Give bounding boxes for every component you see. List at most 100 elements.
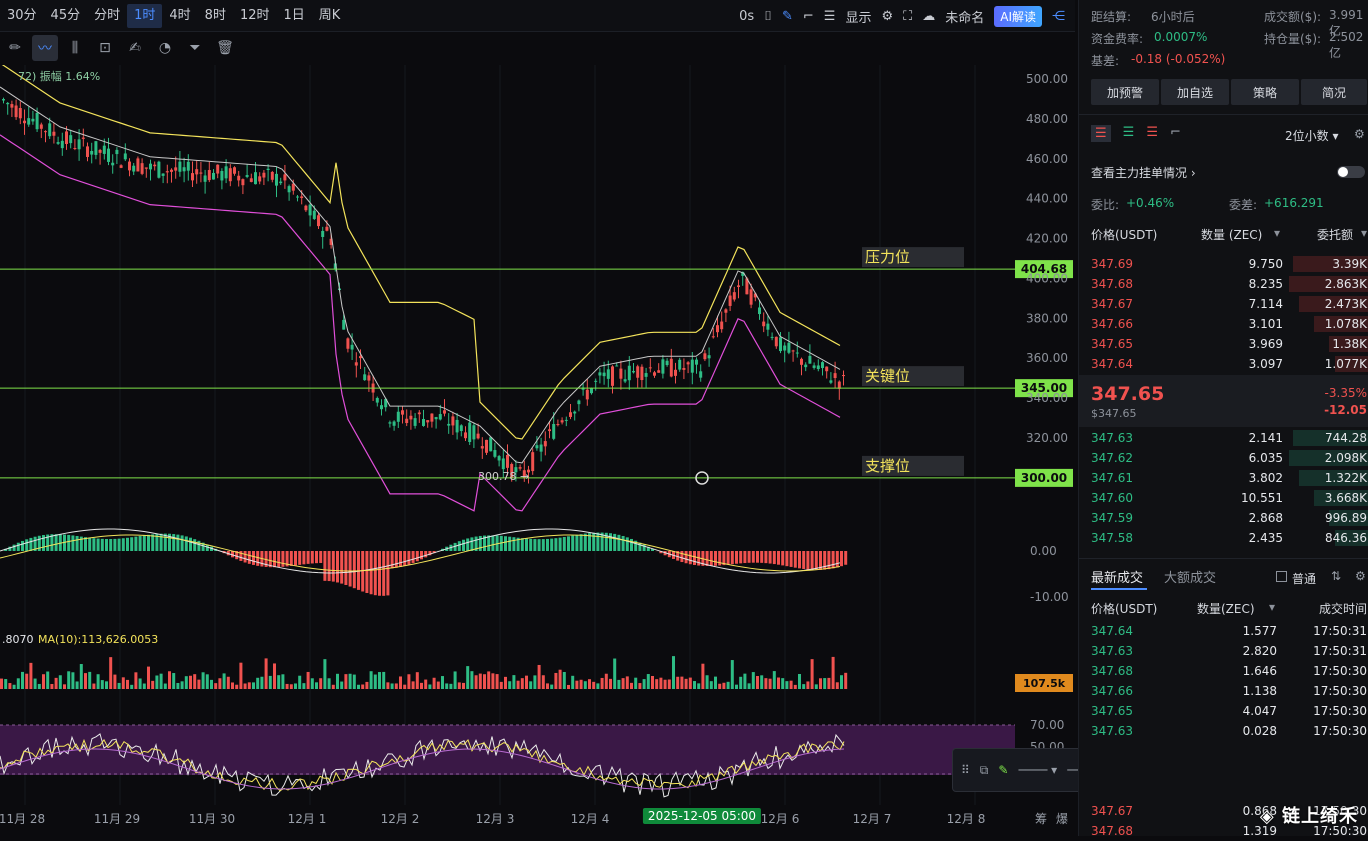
delete-icon[interactable]: 🗑 xyxy=(212,35,238,61)
timeframe-tab[interactable]: 周K xyxy=(312,4,348,28)
ai-interpret-button[interactable]: AI解读 xyxy=(994,6,1042,27)
macd-bar xyxy=(365,551,368,593)
trades-view-icon[interactable]: ⌐ xyxy=(1170,125,1181,142)
display-button[interactable]: 显示 xyxy=(845,7,871,26)
settings-icon[interactable]: ⚙ xyxy=(881,9,893,24)
timeframe-tab[interactable]: 分时 xyxy=(87,4,127,28)
pen-icon[interactable]: ✎ xyxy=(782,9,793,24)
volume-bar xyxy=(588,679,591,689)
watchlist-button[interactable]: 加自选 xyxy=(1161,79,1229,105)
volume-bar xyxy=(21,672,24,689)
strategy-button[interactable]: 策略 xyxy=(1231,79,1299,105)
trade-price: 347.67 xyxy=(1091,804,1133,818)
large-trades-tab[interactable]: 大额成交 xyxy=(1164,567,1216,586)
candle-body xyxy=(99,150,102,153)
timeframe-tab[interactable]: 45分 xyxy=(44,4,88,28)
normal-checkbox[interactable] xyxy=(1276,571,1287,582)
volume-bar xyxy=(239,663,242,689)
note-icon[interactable]: ✍ xyxy=(122,35,148,61)
candle-body xyxy=(288,186,291,192)
cloud-icon[interactable]: ☁ xyxy=(922,9,935,24)
volume-bar xyxy=(235,685,238,689)
fullscreen-icon[interactable]: ⛶ xyxy=(903,9,912,24)
menu-icon[interactable]: ☰ xyxy=(824,9,836,24)
volume-bar xyxy=(336,674,339,689)
alert-button[interactable]: 加预警 xyxy=(1091,79,1159,105)
asks-view-icon[interactable]: ☰ xyxy=(1146,125,1158,142)
timeframe-tab[interactable]: 30分 xyxy=(0,4,44,28)
timeframe-tab[interactable]: 12时 xyxy=(233,4,277,28)
camera-icon[interactable]: ⌷ xyxy=(764,9,772,24)
candle-body xyxy=(90,151,93,155)
latest-trades-tab[interactable]: 最新成交 xyxy=(1091,567,1143,586)
bids-view-icon[interactable]: ☰ xyxy=(1123,125,1135,142)
macd-bar xyxy=(554,538,557,551)
candle-style-icon[interactable]: ⫼ xyxy=(62,35,88,61)
volume-bar xyxy=(378,672,381,689)
volume-bar xyxy=(496,674,499,689)
brush-icon[interactable]: 〰 xyxy=(32,35,58,61)
candle-body xyxy=(624,379,627,381)
candle-body xyxy=(657,370,660,373)
candle-body xyxy=(703,353,706,359)
chip-label[interactable]: 筹 xyxy=(1035,810,1047,827)
candle-body xyxy=(729,296,732,306)
macd-bar xyxy=(328,551,331,581)
volume-bar xyxy=(756,676,759,689)
main-orders-toggle[interactable] xyxy=(1337,166,1365,178)
lock-icon[interactable]: ⊡ xyxy=(92,35,118,61)
ratio-value: +0.46% xyxy=(1126,196,1174,210)
timeframe-tab[interactable]: 8时 xyxy=(198,4,233,28)
overview-button[interactable]: 简况 xyxy=(1301,79,1367,105)
layout-name[interactable]: 未命名 xyxy=(945,7,984,26)
macd-bar xyxy=(302,551,305,564)
timeframe-tab[interactable]: 1日 xyxy=(277,4,312,28)
timeframe-tab[interactable]: 4时 xyxy=(162,4,197,28)
qty-sort-icon[interactable]: ▾ xyxy=(1274,226,1280,240)
share-icon[interactable]: ⋲ xyxy=(1052,9,1065,24)
crop-icon[interactable]: ⌐ xyxy=(803,9,814,24)
magnet-icon[interactable]: ◔ xyxy=(152,35,178,61)
filter-icon[interactable]: ⏷ xyxy=(182,35,208,61)
candle-body xyxy=(103,146,106,154)
trades-qty-sort-icon[interactable]: ▾ xyxy=(1269,600,1275,614)
amount-sort-icon[interactable]: ▾ xyxy=(1361,226,1367,240)
volume-bar xyxy=(613,659,616,689)
macd-bar xyxy=(806,551,809,569)
ruler-icon[interactable]: ✏ xyxy=(2,35,28,61)
volume-bar xyxy=(46,672,49,689)
color-pen-icon[interactable]: ✎ xyxy=(998,763,1008,777)
decimals-select[interactable]: 2位小数 ▾ xyxy=(1285,127,1338,144)
volume-bar xyxy=(714,677,717,689)
trade-qty: 0.028 xyxy=(1243,724,1277,738)
macd-bar xyxy=(613,534,616,551)
main-orders-link[interactable]: 查看主力挂单情况 › xyxy=(1091,164,1196,181)
macd-bar xyxy=(689,551,692,564)
macd-bar xyxy=(512,537,515,551)
timeframe-tab[interactable]: 1时 xyxy=(127,4,162,28)
filter-list-icon[interactable]: ⇅ xyxy=(1331,569,1341,583)
drag-handle-icon[interactable]: ⠿ xyxy=(961,763,970,777)
liquidation-label[interactable]: 爆 xyxy=(1056,810,1068,827)
candle-body xyxy=(464,432,467,438)
gear-icon[interactable]: ⚙ xyxy=(1354,127,1365,141)
clone-icon[interactable]: ⧉ xyxy=(980,763,989,778)
candle-body xyxy=(695,360,698,365)
both-view-icon[interactable]: ☰ xyxy=(1091,125,1111,142)
gear-icon[interactable]: ⚙ xyxy=(1355,569,1366,583)
line-style-select[interactable]: ──── ▾ xyxy=(1018,763,1057,777)
candle-body xyxy=(649,367,652,368)
